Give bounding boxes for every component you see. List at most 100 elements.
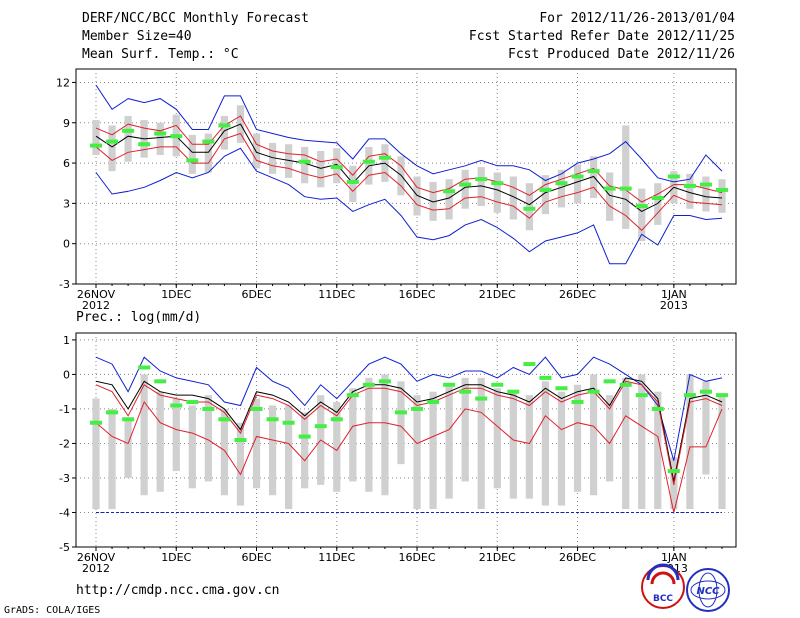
climatology-marker xyxy=(378,379,391,384)
variable-label: Mean Surf. Temp.: °C xyxy=(82,47,239,62)
x-tick-label: 26NOV xyxy=(77,288,116,301)
climatology-marker xyxy=(587,389,600,394)
spread-bar xyxy=(686,173,694,209)
spread-bar xyxy=(702,176,710,212)
spread-bar xyxy=(188,405,196,489)
source-url: http://cmdp.ncc.cma.gov.cn xyxy=(76,583,280,598)
x-tick-label: 11DEC xyxy=(318,288,355,301)
spread-bar xyxy=(92,120,100,155)
series-line-minimum xyxy=(95,400,723,513)
spread-bar xyxy=(349,388,357,482)
spread-bar xyxy=(317,150,325,188)
spread-bar xyxy=(718,395,726,510)
climatology-marker xyxy=(699,182,712,187)
spread-bar xyxy=(638,374,646,510)
y-tick-label: 6 xyxy=(63,157,70,170)
climatology-marker xyxy=(459,182,472,187)
climatology-marker xyxy=(603,186,616,191)
climatology-marker xyxy=(635,204,648,209)
x-tick-label: 21DEC xyxy=(479,288,516,301)
climatology-marker xyxy=(170,403,183,408)
spread-bar xyxy=(108,125,116,172)
climatology-marker xyxy=(362,159,375,164)
spread-bar xyxy=(413,395,421,510)
x-year-label: 2012 xyxy=(82,299,110,312)
spread-bar xyxy=(156,391,164,492)
spread-bar xyxy=(220,116,229,150)
spread-bar xyxy=(108,408,116,510)
spread-bar xyxy=(638,188,646,241)
forecast-period: For 2012/11/26-2013/01/04 xyxy=(539,11,735,26)
spread-bar xyxy=(413,176,421,216)
climatology-marker xyxy=(716,187,728,192)
spread-bar xyxy=(429,181,437,221)
spread-bar xyxy=(509,176,517,220)
spread-bar xyxy=(477,377,485,510)
spread-bar xyxy=(124,419,132,478)
grads-credit: GrADS: COLA/IGES xyxy=(4,605,101,616)
precipitation-panel: -5 -4 -3 -2 -1 0 1 26NOV 1DEC 6DEC 11DEC 16DEC 21DEC… xyxy=(59,332,737,575)
climatology-marker xyxy=(475,177,488,182)
climatology-marker xyxy=(635,393,648,398)
spread-bar xyxy=(654,183,662,225)
spread-bar xyxy=(445,384,453,499)
climatology-marker xyxy=(523,206,536,211)
climatology-marker xyxy=(138,142,151,147)
climatology-marker xyxy=(106,139,119,144)
spread-bar xyxy=(445,179,453,220)
spread-bar xyxy=(557,391,566,506)
climatology-marker xyxy=(699,389,712,394)
spread-bar xyxy=(654,391,662,510)
spread-bar xyxy=(397,381,405,465)
spread-bar xyxy=(268,405,277,496)
climatology-marker xyxy=(555,181,568,186)
spread-bar xyxy=(718,179,726,213)
plot-frame xyxy=(75,332,737,548)
spread-bar xyxy=(252,133,261,169)
spread-bar xyxy=(493,388,501,489)
spread-bar xyxy=(381,374,389,496)
x-year-label: 2013 xyxy=(660,299,688,312)
ncc-logo: NCC xyxy=(686,568,730,612)
spread-bar xyxy=(220,408,229,496)
series-line-mean-std xyxy=(95,377,723,482)
plot-frame xyxy=(75,68,737,285)
y-tick-label: 12 xyxy=(56,76,70,89)
x-tick-label: 21DEC xyxy=(479,551,516,564)
climatology-marker xyxy=(298,434,311,439)
member-size-label: Member Size=40 xyxy=(82,29,192,44)
y-tick-label: -5 xyxy=(59,541,70,554)
spread-bar xyxy=(573,164,582,204)
y-tick-label: 3 xyxy=(63,197,70,210)
spread-bar xyxy=(301,146,309,184)
spread-bar xyxy=(461,169,469,209)
spread-bar xyxy=(140,374,148,496)
spread-bar xyxy=(204,395,212,482)
spread-bar xyxy=(236,422,245,506)
climatology-marker xyxy=(202,406,215,411)
x-tick-label: 26DEC xyxy=(559,551,596,564)
climatology-marker xyxy=(90,420,102,425)
climatology-marker xyxy=(443,189,456,194)
spread-bar xyxy=(622,377,630,510)
spread-bar xyxy=(606,172,614,221)
climatology-marker xyxy=(330,165,343,170)
climatology-marker xyxy=(186,400,199,405)
spread-bar xyxy=(172,398,180,472)
x-year-label: 2012 xyxy=(82,562,110,575)
series-line-maximum xyxy=(95,84,723,183)
series-line-ensemble-mean xyxy=(95,380,723,485)
climatology-marker xyxy=(539,375,552,380)
climatology-marker xyxy=(459,389,472,394)
climatology-marker xyxy=(234,438,247,442)
spread-bar xyxy=(589,374,598,496)
climatology-marker xyxy=(346,179,359,184)
climatology-marker xyxy=(491,181,504,186)
spread-bar xyxy=(557,169,566,208)
spread-bar xyxy=(461,377,469,482)
spread-bar xyxy=(156,122,164,155)
bcc-logo: BCC xyxy=(641,563,685,609)
climatology-marker xyxy=(394,410,407,415)
climatology-marker xyxy=(683,183,696,188)
spread-bar xyxy=(606,395,614,482)
